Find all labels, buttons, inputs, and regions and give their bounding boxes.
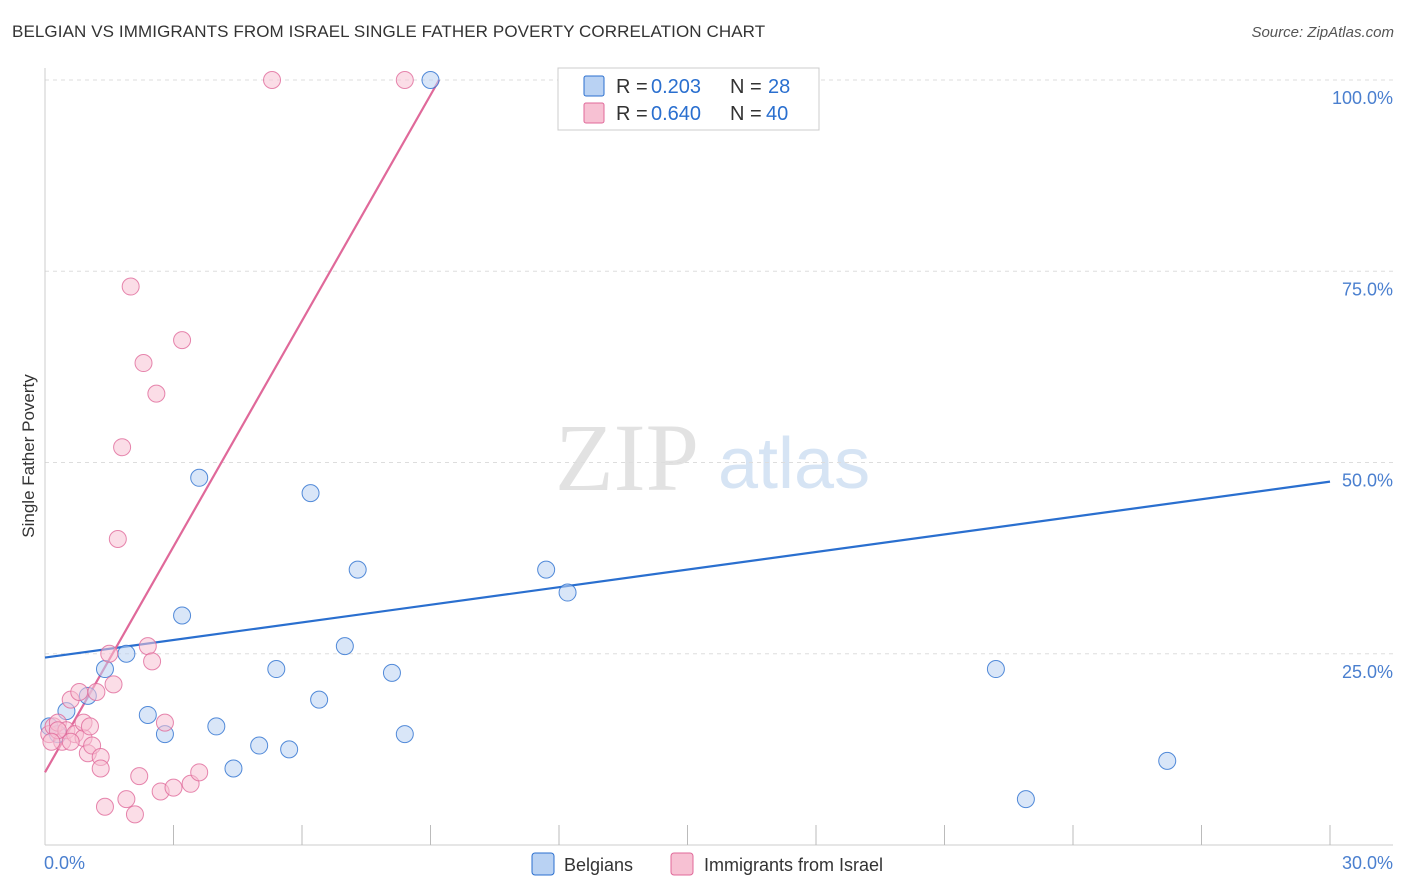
stats-r-value-belgians: 0.203 — [651, 76, 701, 98]
y-tick-label: 25.0% — [1342, 662, 1393, 682]
stats-r-value-israel: 0.640 — [651, 103, 701, 125]
point-israel — [100, 644, 119, 663]
point-belgians — [207, 717, 226, 736]
point-israel — [104, 675, 123, 694]
axes — [44, 68, 1393, 846]
legend-label-belgians: Belgians — [564, 855, 633, 875]
stats-n-value-israel: 40 — [766, 103, 788, 125]
stats-swatch-belgians — [583, 75, 605, 97]
stats-n-label-belgians: N = — [730, 76, 762, 98]
point-belgians — [267, 660, 286, 679]
point-belgians — [421, 71, 440, 89]
point-belgians — [95, 660, 114, 679]
watermark-atlas: atlas — [718, 424, 870, 504]
watermark-zip: ZIP — [555, 404, 699, 511]
series-legend: Belgians Immigrants from Israel — [531, 852, 883, 876]
point-israel — [95, 797, 114, 816]
stats-legend: R = 0.203 N = 28 R = 0.640 N = 40 — [557, 67, 820, 131]
point-belgians — [280, 740, 299, 759]
stats-n-value-belgians: 28 — [768, 76, 790, 98]
point-belgians — [173, 606, 192, 625]
point-israel — [113, 438, 132, 457]
point-belgians — [1016, 790, 1035, 809]
point-israel — [190, 763, 209, 782]
point-israel — [395, 71, 414, 89]
point-belgians — [335, 637, 354, 656]
y-tick-labels: 25.0% 50.0% 75.0% 100.0% — [1332, 88, 1393, 682]
point-israel — [42, 732, 61, 751]
point-israel — [117, 790, 136, 809]
y-axis-label: Single Father Poverty — [19, 374, 38, 538]
y-tick-label: 75.0% — [1342, 279, 1393, 299]
point-belgians — [138, 705, 157, 724]
point-belgians — [1158, 751, 1177, 770]
point-israel — [108, 530, 127, 548]
point-belgians — [986, 660, 1005, 679]
point-belgians — [310, 690, 329, 709]
source-label: Source: ZipAtlas.com — [1251, 24, 1394, 41]
legend-label-israel: Immigrants from Israel — [704, 855, 883, 875]
y-tick-label: 50.0% — [1342, 471, 1393, 491]
point-israel — [134, 354, 153, 373]
point-belgians — [250, 736, 269, 755]
legend-swatch-belgians — [531, 852, 555, 876]
point-belgians — [348, 560, 367, 579]
point-israel — [263, 71, 282, 89]
point-israel — [147, 384, 166, 403]
watermark: ZIP atlas — [555, 404, 870, 511]
point-belgians — [537, 560, 556, 579]
legend-swatch-israel — [670, 852, 694, 876]
stats-r-label-belgians: R = — [616, 76, 648, 98]
point-belgians — [117, 644, 136, 663]
point-israel — [164, 778, 183, 797]
point-israel — [125, 805, 144, 824]
trend-line-belgians — [44, 480, 1331, 659]
point-israel — [121, 277, 140, 296]
stats-r-label-israel: R = — [616, 103, 648, 125]
x-tick-label-max: 30.0% — [1342, 853, 1393, 873]
chart-title: BELGIAN VS IMMIGRANTS FROM ISRAEL SINGLE… — [12, 22, 766, 41]
x-tick-label-min: 0.0% — [44, 853, 85, 873]
stats-n-label-israel: N = — [730, 103, 762, 125]
point-israel — [80, 717, 99, 736]
point-israel — [70, 683, 89, 701]
point-israel — [143, 652, 162, 671]
point-israel — [91, 759, 110, 778]
point-belgians — [301, 484, 320, 503]
stats-swatch-israel — [583, 102, 605, 124]
data-points — [40, 71, 1177, 824]
point-belgians — [395, 725, 414, 744]
point-israel — [138, 637, 157, 656]
grid — [45, 79, 1393, 655]
point-belgians — [190, 468, 209, 487]
point-israel — [87, 683, 106, 701]
point-belgians — [558, 583, 577, 602]
y-tick-label: 100.0% — [1332, 88, 1393, 108]
point-belgians — [224, 759, 243, 778]
point-israel — [61, 732, 80, 751]
point-israel — [130, 767, 149, 786]
point-israel — [173, 331, 192, 350]
point-israel — [155, 713, 174, 732]
point-belgians — [382, 663, 401, 682]
